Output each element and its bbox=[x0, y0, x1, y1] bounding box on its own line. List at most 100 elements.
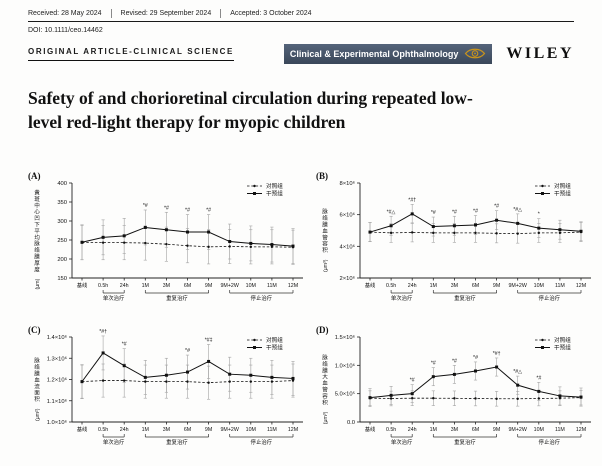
svg-text:24h: 24h bbox=[120, 283, 129, 289]
svg-text:*#△: *#△ bbox=[387, 209, 396, 215]
svg-text:基线: 基线 bbox=[77, 425, 88, 433]
svg-text:中: 中 bbox=[34, 201, 40, 209]
svg-text:心: 心 bbox=[34, 209, 40, 216]
svg-text:9M+2W: 9M+2W bbox=[220, 283, 238, 289]
svg-text:*: * bbox=[538, 212, 540, 218]
svg-text:9M+2W: 9M+2W bbox=[220, 427, 238, 433]
svg-text:(D): (D) bbox=[316, 325, 329, 335]
svg-text:重复治疗: 重复治疗 bbox=[454, 294, 476, 302]
svg-text:黄: 黄 bbox=[34, 189, 40, 197]
svg-text:10M: 10M bbox=[246, 427, 256, 433]
doi-link[interactable]: DOI: 10.1111/ceo.14462 bbox=[28, 27, 103, 34]
svg-text:6M: 6M bbox=[184, 283, 191, 289]
svg-text:干预组: 干预组 bbox=[554, 344, 571, 352]
svg-text:1M: 1M bbox=[430, 427, 437, 433]
svg-text:凹: 凹 bbox=[34, 215, 40, 222]
svg-text:*#: *# bbox=[536, 375, 541, 381]
received-date: Received: 28 May 2024 bbox=[28, 10, 102, 17]
svg-text:基线: 基线 bbox=[365, 281, 376, 289]
svg-text:膜: 膜 bbox=[34, 370, 40, 378]
svg-text:干预组: 干预组 bbox=[554, 190, 571, 198]
svg-text:0.0: 0.0 bbox=[347, 420, 355, 426]
svg-text:*#: *# bbox=[473, 208, 478, 214]
svg-text:基线: 基线 bbox=[77, 281, 88, 289]
svg-text:12M: 12M bbox=[288, 427, 298, 433]
svg-text:络: 络 bbox=[322, 214, 328, 222]
svg-text:血: 血 bbox=[322, 227, 328, 235]
svg-text:*#: *# bbox=[452, 358, 457, 364]
svg-text:11M: 11M bbox=[555, 427, 565, 433]
svg-text:干预组: 干预组 bbox=[266, 190, 283, 198]
svg-text:络: 络 bbox=[34, 246, 40, 254]
svg-text:停止治疗: 停止治疗 bbox=[251, 294, 273, 302]
svg-text:400: 400 bbox=[57, 181, 67, 187]
svg-text:*#: *# bbox=[431, 210, 436, 216]
svg-text:血: 血 bbox=[322, 379, 328, 387]
figure-panel-b: (B) 2×10⁶ 4×10⁶ 6×10⁶ 8×10⁶ 基线 0.5h 24h 1M 3M 6M 9M… bbox=[314, 168, 599, 318]
svg-text:1M: 1M bbox=[142, 427, 149, 433]
svg-text:干预组: 干预组 bbox=[266, 344, 283, 352]
svg-text:*#: *# bbox=[185, 348, 190, 354]
svg-text:9M: 9M bbox=[205, 427, 212, 433]
brand-area: Clinical & Experimental Ophthalmology WI… bbox=[283, 44, 574, 64]
svg-text:(A): (A) bbox=[28, 171, 41, 181]
svg-text:24h: 24h bbox=[120, 427, 129, 433]
journal-banner[interactable]: Clinical & Experimental Ophthalmology bbox=[283, 44, 493, 64]
svg-text:1.5×10⁶: 1.5×10⁶ bbox=[335, 334, 356, 341]
svg-text:大: 大 bbox=[322, 373, 328, 381]
svg-text:管: 管 bbox=[322, 386, 328, 394]
svg-text:*#: *# bbox=[143, 203, 148, 209]
svg-text:9M: 9M bbox=[205, 283, 212, 289]
article-type-label: ORIGINAL ARTICLE-CLINICAL SCIENCE bbox=[28, 47, 234, 61]
svg-text:0.5h: 0.5h bbox=[98, 427, 108, 433]
svg-text:血: 血 bbox=[34, 376, 40, 384]
svg-text:单次治疗: 单次治疗 bbox=[391, 294, 413, 302]
svg-text:9M+2W: 9M+2W bbox=[508, 427, 526, 433]
svg-text:6M: 6M bbox=[472, 427, 479, 433]
svg-text:(μm³): (μm³) bbox=[323, 411, 329, 424]
svg-text:6×10⁶: 6×10⁶ bbox=[340, 212, 356, 219]
svg-text:1.3×10⁶: 1.3×10⁶ bbox=[47, 355, 68, 362]
svg-text:(C): (C) bbox=[28, 325, 41, 335]
svg-text:管: 管 bbox=[322, 233, 328, 241]
svg-text:1.4×10⁶: 1.4×10⁶ bbox=[47, 334, 68, 341]
svg-text:350: 350 bbox=[57, 200, 67, 206]
svg-text:络: 络 bbox=[322, 360, 328, 368]
svg-text:9M: 9M bbox=[493, 427, 500, 433]
svg-text:停止治疗: 停止治疗 bbox=[539, 294, 561, 302]
svg-text:积: 积 bbox=[322, 398, 328, 406]
svg-text:*#†: *#† bbox=[408, 197, 416, 203]
svg-text:基线: 基线 bbox=[365, 425, 376, 433]
svg-text:1.0×10⁶: 1.0×10⁶ bbox=[47, 419, 68, 426]
svg-text:*#‡: *#‡ bbox=[205, 337, 213, 343]
svg-text:重复治疗: 重复治疗 bbox=[166, 438, 188, 446]
svg-text:8×10⁶: 8×10⁶ bbox=[340, 180, 356, 187]
article-header-row: ORIGINAL ARTICLE-CLINICAL SCIENCE Clinic… bbox=[28, 44, 574, 64]
svg-text:3M: 3M bbox=[451, 283, 458, 289]
svg-text:度: 度 bbox=[34, 265, 40, 273]
svg-text:3M: 3M bbox=[163, 427, 170, 433]
svg-text:积: 积 bbox=[322, 246, 328, 254]
svg-text:斑: 斑 bbox=[34, 196, 40, 203]
svg-text:脉: 脉 bbox=[322, 354, 328, 362]
svg-text:单次治疗: 单次治疗 bbox=[391, 438, 413, 446]
svg-text:下: 下 bbox=[34, 222, 40, 229]
divider bbox=[110, 9, 112, 18]
svg-text:10M: 10M bbox=[534, 427, 544, 433]
svg-text:(μm): (μm) bbox=[35, 278, 41, 289]
svg-text:*#: *# bbox=[431, 361, 436, 367]
svg-text:膜: 膜 bbox=[322, 366, 328, 374]
svg-text:300: 300 bbox=[57, 219, 67, 225]
svg-text:11M: 11M bbox=[267, 427, 277, 433]
svg-text:1.0×10⁶: 1.0×10⁶ bbox=[335, 362, 356, 369]
svg-text:对照组: 对照组 bbox=[554, 336, 571, 344]
svg-text:容: 容 bbox=[322, 392, 328, 400]
svg-text:24h: 24h bbox=[408, 283, 417, 289]
svg-text:*#†: *#† bbox=[493, 351, 501, 357]
svg-text:(B): (B) bbox=[316, 171, 328, 181]
svg-text:对照组: 对照组 bbox=[554, 182, 571, 190]
svg-text:面: 面 bbox=[34, 390, 40, 397]
wiley-logo[interactable]: WILEY bbox=[506, 45, 574, 62]
svg-text:平: 平 bbox=[34, 228, 40, 235]
